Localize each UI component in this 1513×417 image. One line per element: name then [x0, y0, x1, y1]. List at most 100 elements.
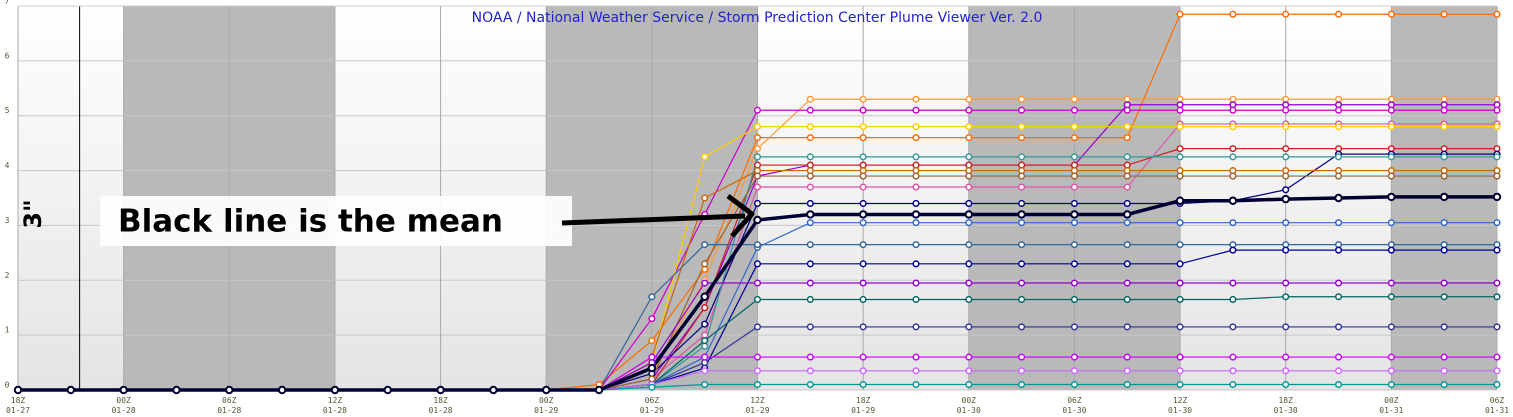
data-point: [1334, 219, 1343, 227]
data-point: [965, 380, 973, 389]
data-point: [1123, 153, 1131, 161]
data-point: [753, 123, 762, 131]
data-point: [1334, 367, 1343, 375]
x-tick-label: 18Z 01-29: [851, 396, 875, 415]
data-point: [1228, 196, 1238, 205]
data-point: [1440, 219, 1448, 227]
data-point: [859, 172, 867, 180]
x-tick-label: 06Z 01-30: [1062, 396, 1086, 415]
data-point: [1018, 95, 1026, 103]
x-tick-label: 18Z 01-30: [1274, 396, 1298, 415]
data-point: [1387, 367, 1395, 375]
data-point: [859, 134, 867, 142]
data-point: [1229, 219, 1237, 227]
x-tick-label: 06Z 01-28: [217, 396, 241, 415]
x-tick-label: 00Z 01-31: [1379, 396, 1403, 415]
data-point: [701, 304, 709, 312]
data-point: [1123, 106, 1131, 114]
data-point: [700, 292, 709, 301]
data-point: [965, 172, 973, 180]
data-point: [1493, 219, 1501, 227]
data-point: [965, 95, 973, 103]
data-point: [1492, 192, 1502, 202]
data-point: [912, 153, 920, 161]
data-point: [965, 219, 973, 227]
data-point: [1282, 10, 1290, 18]
data-point: [859, 323, 867, 331]
data-point: [753, 153, 762, 161]
data-point: [1123, 260, 1131, 268]
y-tick-label: 5: [5, 106, 10, 115]
data-point: [1229, 279, 1237, 287]
data-point: [1282, 106, 1290, 114]
x-tick-label: 18Z 01-28: [429, 396, 453, 415]
data-point: [1493, 279, 1501, 287]
data-point: [806, 199, 814, 208]
data-point: [965, 123, 973, 131]
data-point: [912, 172, 920, 180]
data-point: [912, 380, 920, 389]
data-point: [1176, 153, 1184, 161]
data-point: [806, 323, 814, 331]
data-point: [859, 353, 867, 361]
data-point: [753, 353, 762, 361]
data-point: [1387, 219, 1395, 227]
data-point: [859, 153, 867, 161]
data-point: [965, 241, 973, 249]
data-point: [859, 95, 867, 103]
data-point: [1070, 172, 1078, 180]
data-point: [806, 353, 814, 361]
data-point: [1387, 10, 1395, 18]
data-point: [912, 134, 920, 142]
data-point: [1070, 241, 1078, 249]
data-point: [753, 134, 762, 142]
data-point: [1123, 134, 1131, 142]
data-point: [806, 380, 814, 389]
data-point: [1123, 241, 1131, 249]
data-point: [1229, 353, 1237, 361]
data-point: [912, 199, 920, 208]
data-point: [965, 323, 973, 331]
data-point: [1017, 210, 1026, 219]
data-point: [753, 241, 762, 249]
data-point: [1018, 295, 1026, 304]
data-point: [753, 367, 762, 375]
data-point: [1070, 153, 1078, 161]
data-point: [1018, 353, 1026, 361]
data-point: [330, 385, 340, 395]
data-point: [1123, 380, 1131, 389]
data-point: [753, 172, 762, 180]
data-point: [912, 323, 920, 331]
y-tick-label: 4: [5, 161, 10, 170]
data-point: [1229, 367, 1237, 375]
chart-title: NOAA / National Weather Service / Storm …: [472, 10, 1043, 26]
data-point: [1123, 172, 1131, 180]
data-point: [1493, 353, 1501, 361]
data-point: [753, 215, 762, 225]
data-point: [1440, 353, 1448, 361]
data-point: [1440, 172, 1448, 180]
data-point: [965, 279, 973, 287]
data-point: [1018, 367, 1026, 375]
data-point: [1493, 380, 1501, 389]
data-point: [858, 210, 868, 219]
data-point: [1282, 145, 1290, 153]
data-point: [1387, 323, 1395, 331]
data-point: [1334, 380, 1343, 389]
data-point: [1229, 246, 1237, 254]
data-point: [1229, 106, 1237, 114]
data-point: [1334, 293, 1343, 301]
data-point: [1070, 295, 1078, 304]
data-point: [648, 353, 656, 361]
data-point: [1229, 145, 1237, 153]
data-point: [1176, 353, 1184, 361]
data-point: [1018, 153, 1026, 161]
data-point: [1176, 295, 1184, 304]
data-point: [1493, 293, 1501, 301]
data-point: [912, 95, 920, 103]
data-point: [1176, 123, 1184, 131]
data-point: [1176, 106, 1184, 114]
data-point: [1334, 172, 1343, 180]
data-point: [912, 219, 920, 227]
data-point: [1070, 210, 1079, 219]
